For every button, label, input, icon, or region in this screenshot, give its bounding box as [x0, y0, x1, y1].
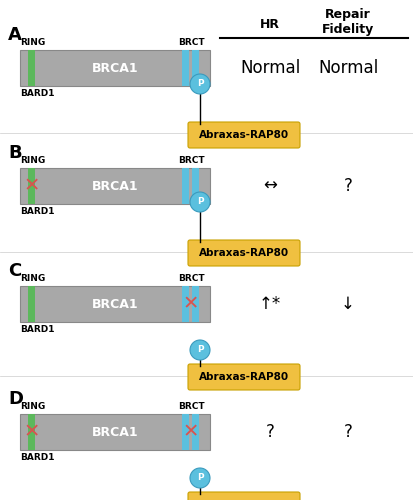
Bar [20, 168, 210, 204]
Bar [192, 168, 199, 204]
Text: BRCT: BRCT [178, 156, 204, 165]
FancyBboxPatch shape [188, 240, 300, 266]
Circle shape [190, 340, 210, 360]
Text: BRCT: BRCT [178, 274, 204, 283]
Bar [182, 286, 189, 322]
Text: BARD1: BARD1 [20, 89, 55, 98]
Text: ?: ? [344, 423, 352, 441]
Bar [192, 50, 199, 86]
Bar [28, 50, 35, 86]
Text: ↓: ↓ [341, 295, 355, 313]
Bar [182, 414, 189, 450]
Text: ↔: ↔ [263, 177, 277, 195]
Text: RING: RING [20, 274, 45, 283]
Text: Abraxas-RAP80: Abraxas-RAP80 [199, 248, 289, 258]
Text: P: P [197, 346, 203, 354]
Text: RING: RING [20, 402, 45, 411]
Text: ✕: ✕ [182, 422, 199, 442]
Text: ↑*: ↑* [259, 295, 281, 313]
Text: ✕: ✕ [23, 176, 40, 196]
Text: C: C [8, 262, 21, 280]
Text: BRCT: BRCT [178, 38, 204, 47]
Circle shape [190, 74, 210, 94]
Text: BRCA1: BRCA1 [92, 426, 138, 438]
Bar [28, 286, 35, 322]
Bar [28, 168, 35, 204]
Bar [20, 286, 210, 322]
Text: Repair
Fidelity: Repair Fidelity [322, 8, 374, 36]
Text: BRCA1: BRCA1 [92, 298, 138, 310]
Bar [28, 414, 35, 450]
Text: RING: RING [20, 156, 45, 165]
Bar [182, 168, 189, 204]
Text: P: P [197, 198, 203, 206]
Text: BRCA1: BRCA1 [92, 62, 138, 74]
Text: RING: RING [20, 38, 45, 47]
Bar [20, 414, 210, 450]
Text: BARD1: BARD1 [20, 453, 55, 462]
Text: BRCT: BRCT [178, 402, 204, 411]
Bar [20, 50, 210, 86]
Text: ✕: ✕ [23, 422, 40, 442]
FancyBboxPatch shape [188, 364, 300, 390]
Bar [192, 286, 199, 322]
Text: HR: HR [260, 18, 280, 31]
Text: B: B [8, 144, 21, 162]
Bar [192, 414, 199, 450]
Text: Abraxas-RAP80: Abraxas-RAP80 [199, 372, 289, 382]
Circle shape [190, 468, 210, 488]
Text: ✕: ✕ [182, 294, 199, 314]
Text: P: P [197, 474, 203, 482]
Text: BARD1: BARD1 [20, 325, 55, 334]
Text: Abraxas-RAP80: Abraxas-RAP80 [199, 130, 289, 140]
Text: ?: ? [266, 423, 274, 441]
Text: ?: ? [344, 177, 352, 195]
Text: D: D [8, 390, 23, 408]
Text: A: A [8, 26, 22, 44]
Circle shape [190, 192, 210, 212]
Text: Normal: Normal [240, 59, 300, 77]
Text: BRCA1: BRCA1 [92, 180, 138, 192]
Text: BARD1: BARD1 [20, 207, 55, 216]
Text: P: P [197, 80, 203, 88]
FancyBboxPatch shape [188, 492, 300, 500]
Bar [182, 50, 189, 86]
Text: Normal: Normal [318, 59, 378, 77]
FancyBboxPatch shape [188, 122, 300, 148]
